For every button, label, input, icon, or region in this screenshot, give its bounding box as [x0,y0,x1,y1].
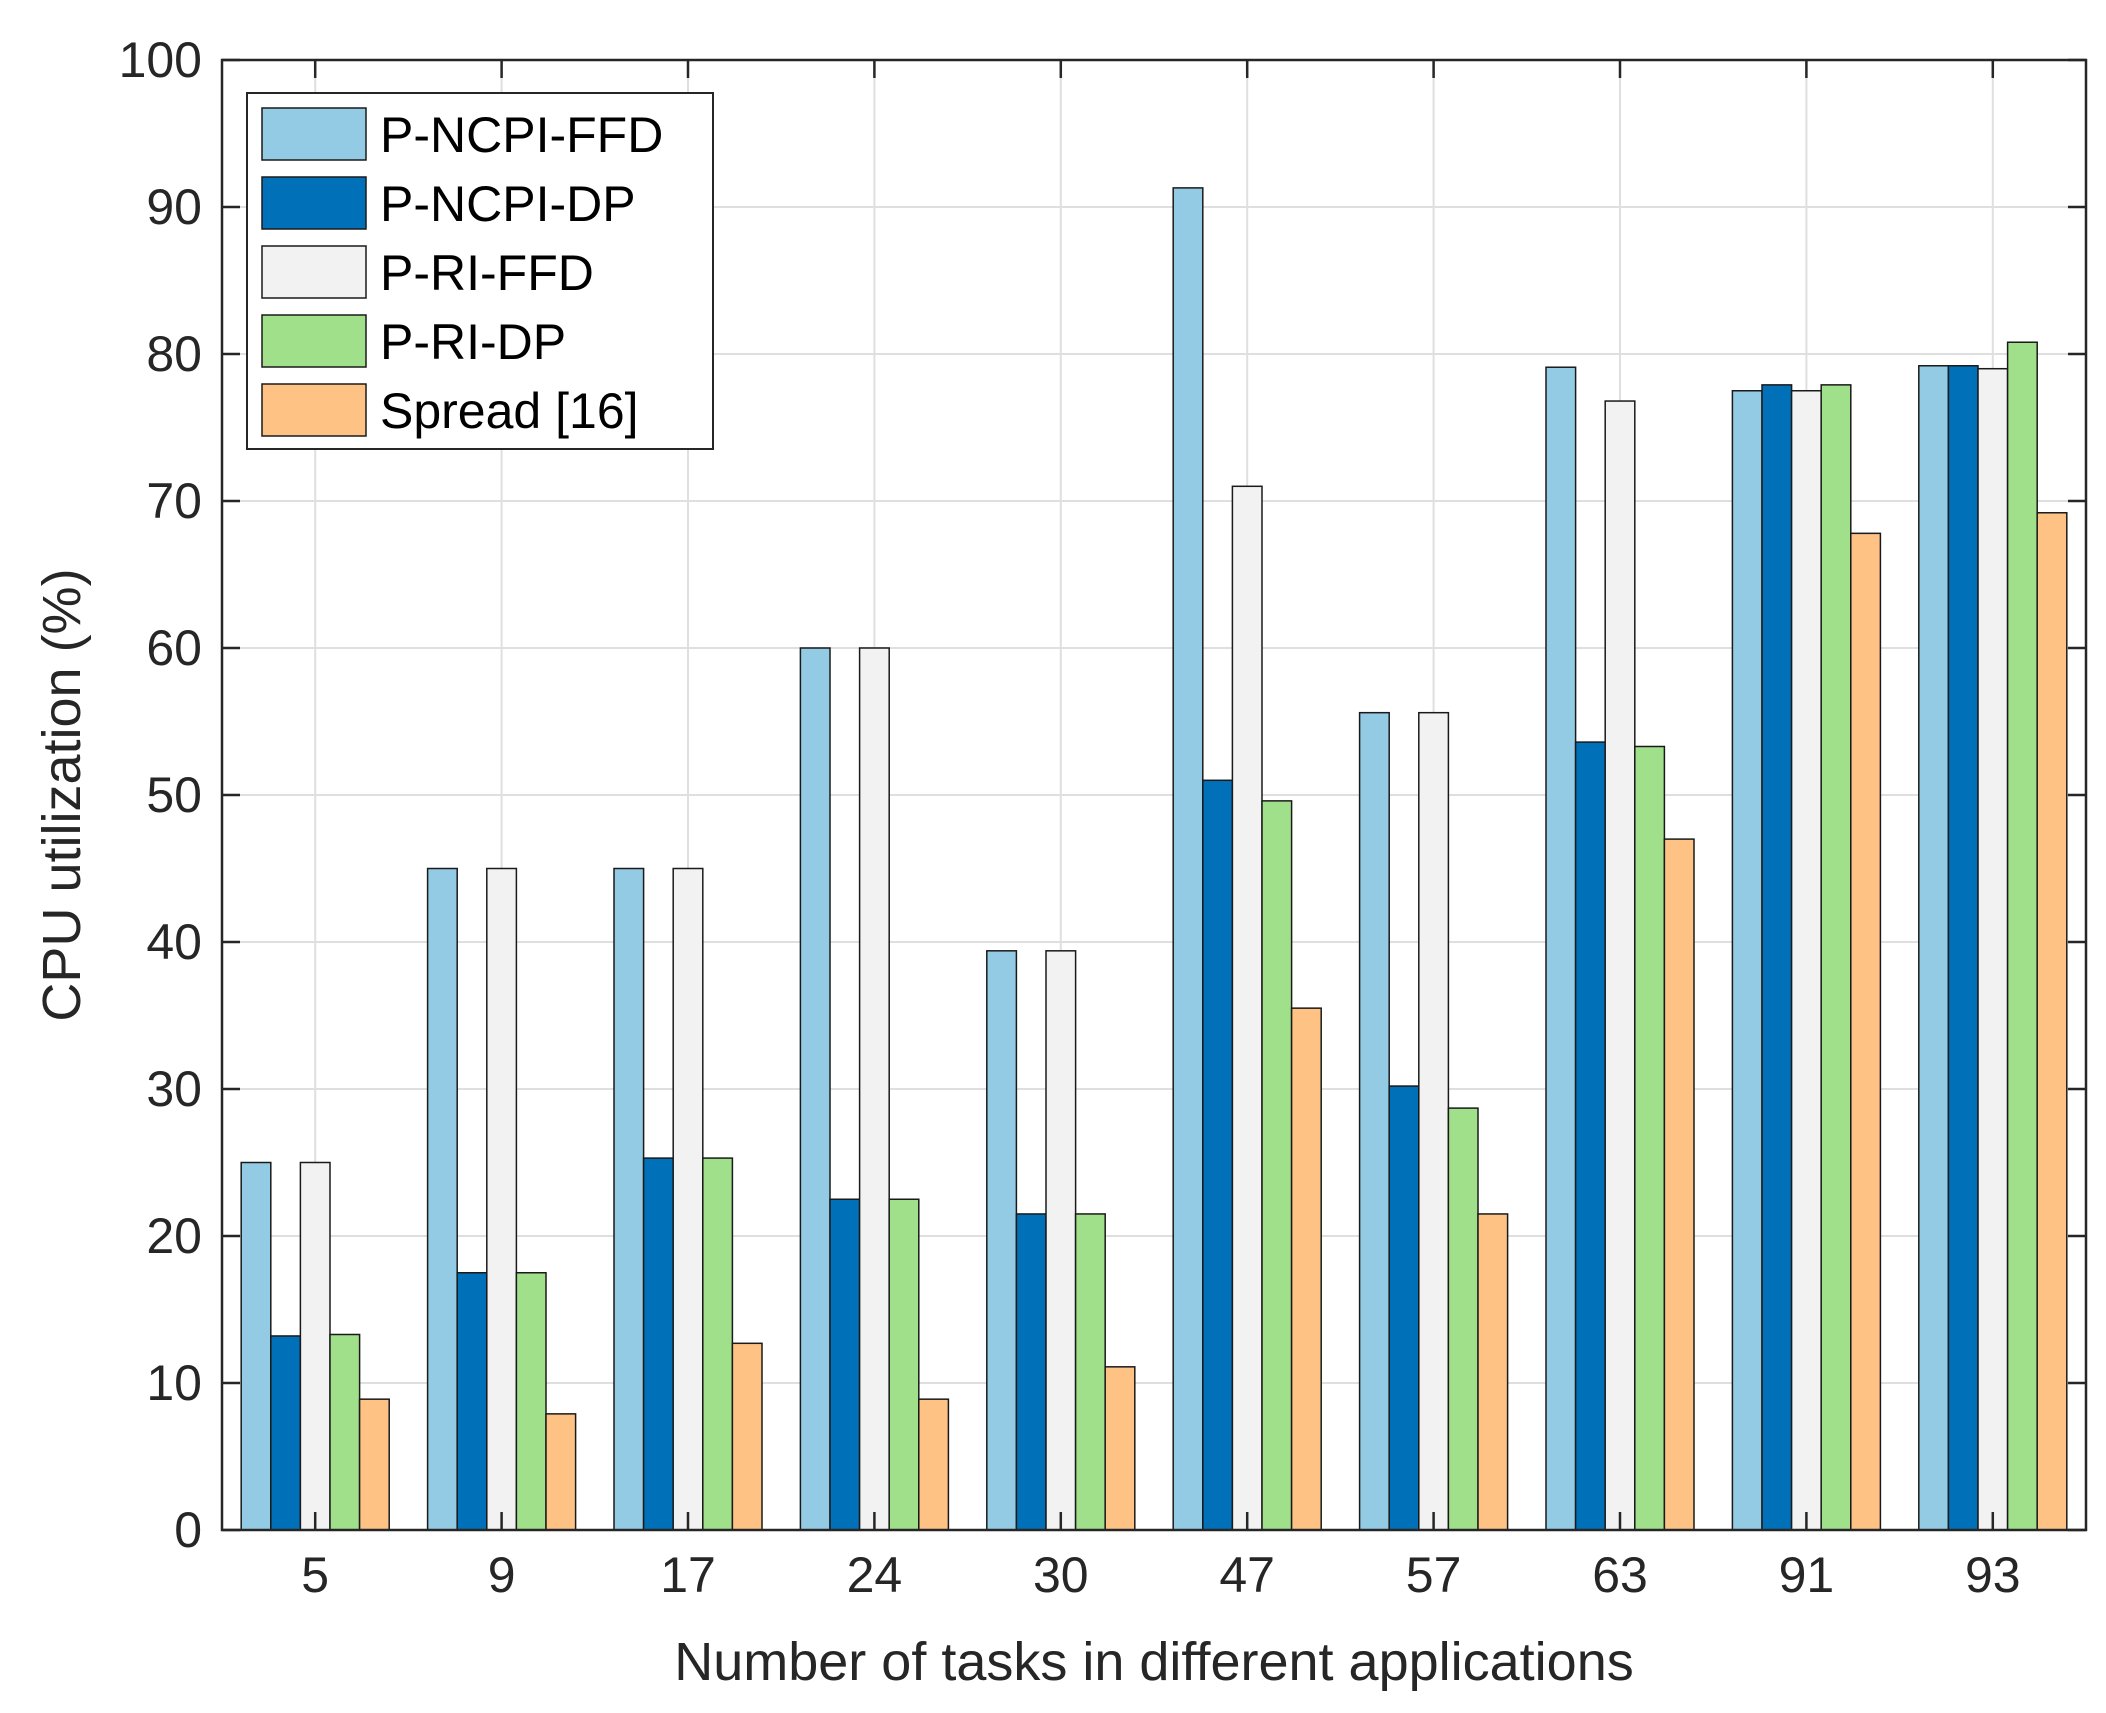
legend-label: P-NCPI-DP [380,176,636,232]
y-tick-label: 40 [146,914,202,970]
bar [1358,711,1390,1531]
bar [1074,1213,1106,1531]
bar [1574,741,1606,1531]
bar [829,1198,861,1531]
legend-label: P-RI-DP [380,314,566,370]
x-tick-label: 9 [488,1547,516,1603]
y-tick-label: 70 [146,473,202,529]
bar [702,1157,734,1531]
x-tick-label: 93 [1965,1547,2021,1603]
bar [456,1272,488,1531]
bar [329,1333,361,1531]
bar [1261,800,1293,1531]
x-tick-label: 57 [1406,1547,1462,1603]
axis-ticks: 0 10 20 30 40 50 60 70 80 90 100 5 9 17 24 30 47 57 63 91 93 [119,32,2086,1603]
bar [1290,1007,1322,1531]
bar [1104,1366,1136,1531]
bar [1918,365,1950,1531]
x-axis-label: Number of tasks in different application… [674,1632,1634,1692]
legend-label: P-NCPI-FFD [380,107,663,163]
bar [1545,366,1577,1531]
bar [1172,187,1204,1531]
bar [2006,341,2038,1531]
bar [1820,384,1852,1531]
y-tick-label: 20 [146,1208,202,1264]
legend-swatch [261,107,367,161]
bar [545,1413,577,1531]
bar [858,647,890,1531]
x-tick-label: 5 [301,1547,329,1603]
bar [672,867,704,1531]
legend-swatch [261,314,367,368]
bar [2036,512,2068,1531]
bar [515,1272,547,1531]
legend-swatch [261,245,367,299]
bar [1634,745,1666,1531]
y-tick-label: 0 [174,1502,202,1558]
x-tick-label: 30 [1033,1547,1089,1603]
bar [1477,1213,1509,1531]
bar [986,950,1018,1531]
bar [799,647,831,1531]
bar [299,1161,331,1531]
y-tick-label: 100 [119,32,202,88]
legend-swatch [261,383,367,437]
bar [1231,485,1263,1531]
bar [270,1335,302,1531]
bar [1604,400,1636,1531]
bar [1790,390,1822,1531]
bar [613,867,645,1531]
bar [1388,1085,1420,1531]
bar [731,1342,763,1531]
x-tick-label: 24 [847,1547,903,1603]
bar [1731,390,1763,1531]
y-tick-label: 10 [146,1355,202,1411]
legend-swatch [261,176,367,230]
y-tick-label: 90 [146,179,202,235]
bar [1761,384,1793,1531]
legend-items: P-NCPI-FFD P-NCPI-DP P-RI-FFD P-RI-DP Spread… [261,107,663,439]
x-tick-label: 63 [1592,1547,1648,1603]
bar [1015,1213,1047,1531]
bars [240,187,2068,1531]
bar [1447,1107,1479,1531]
bar [1202,779,1234,1531]
y-tick-label: 50 [146,767,202,823]
bar [358,1398,390,1531]
bar [1663,838,1695,1531]
bar [426,867,458,1531]
x-tick-label: 47 [1219,1547,1275,1603]
bar [1418,711,1450,1531]
bar [240,1161,272,1531]
y-tick-label: 30 [146,1061,202,1117]
y-axis-label: CPU utilization (%) [32,568,92,1021]
legend-label: P-RI-FFD [380,245,594,301]
bar [642,1157,674,1531]
bar [918,1398,950,1531]
bar [888,1198,920,1531]
x-tick-label: 91 [1779,1547,1835,1603]
x-tick-label: 17 [660,1547,716,1603]
bar [486,867,518,1531]
bar [1045,950,1077,1531]
y-tick-label: 60 [146,620,202,676]
y-tick-label: 80 [146,326,202,382]
legend-label: Spread [16] [380,383,639,439]
bar [1947,365,1979,1531]
legend: P-NCPI-FFD P-NCPI-DP P-RI-FFD P-RI-DP Spread… [246,92,714,450]
bar [1977,367,2009,1531]
bar [1850,532,1882,1531]
